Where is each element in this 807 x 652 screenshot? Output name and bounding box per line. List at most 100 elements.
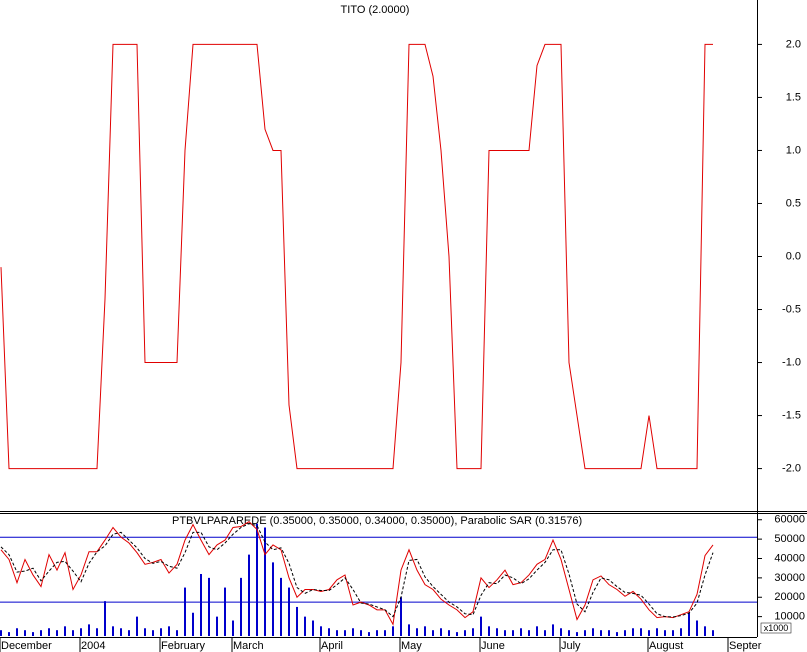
bar — [184, 587, 186, 636]
bar — [48, 628, 50, 636]
bar — [200, 574, 202, 636]
bar — [624, 630, 626, 636]
bar — [328, 628, 330, 636]
bar — [208, 577, 210, 636]
chart-title: TITO (2.0000) — [341, 4, 410, 16]
bar — [344, 630, 346, 636]
bar — [584, 630, 586, 636]
y-tick-label: 2.0 — [786, 38, 801, 50]
bar — [384, 630, 386, 636]
x-tick-label: 2004 — [81, 640, 105, 652]
bar — [112, 626, 114, 636]
bar — [136, 616, 138, 636]
y-tick-label: -2.0 — [782, 462, 801, 474]
line-series — [0, 43, 713, 470]
bar — [400, 597, 402, 636]
bar — [648, 630, 650, 636]
bar — [680, 628, 682, 636]
bar — [504, 630, 506, 636]
bar — [24, 630, 26, 636]
bar — [664, 630, 666, 636]
bar — [288, 587, 290, 636]
bar — [536, 626, 538, 636]
x-tick-label: March — [233, 640, 264, 652]
bar — [432, 630, 434, 636]
bar — [672, 630, 674, 636]
line-series — [0, 523, 714, 618]
y-tick-label: 0.0 — [786, 250, 801, 262]
bar — [704, 626, 706, 636]
bar — [632, 628, 634, 636]
bar — [440, 628, 442, 636]
y-tick-label: -1.5 — [782, 409, 801, 421]
y-tick-label: 0.5 — [786, 197, 801, 209]
y-tick-label: 10000 — [774, 611, 805, 623]
bar — [168, 626, 170, 636]
bar — [264, 527, 266, 636]
x-tick-label: April — [321, 640, 343, 652]
bar — [80, 628, 82, 636]
bar — [96, 628, 98, 636]
bar — [8, 632, 10, 636]
bar — [256, 523, 258, 636]
bar — [376, 630, 378, 636]
line-series — [0, 521, 714, 626]
bar — [304, 616, 306, 636]
bar — [232, 620, 234, 636]
bar — [568, 630, 570, 636]
bar — [320, 626, 322, 636]
x-tick-label: August — [649, 640, 683, 652]
bar — [88, 624, 90, 636]
x-tick-label: February — [161, 640, 206, 652]
bar — [32, 632, 34, 636]
bar — [576, 632, 578, 636]
bar — [512, 630, 514, 636]
bar — [544, 630, 546, 636]
bar — [56, 630, 58, 636]
bar — [0, 630, 2, 636]
x-tick-label: December — [1, 640, 52, 652]
y-tick-label: -0.5 — [782, 303, 801, 315]
x-tick-label: May — [401, 640, 422, 652]
bar — [192, 612, 194, 636]
unit-box — [760, 622, 792, 634]
bar — [176, 630, 178, 636]
bar — [656, 628, 658, 636]
y-tick-label: 1.0 — [786, 144, 801, 156]
bar — [224, 587, 226, 636]
bar — [240, 577, 242, 636]
bar — [688, 612, 690, 636]
bar — [352, 628, 354, 636]
bar — [560, 628, 562, 636]
bar — [368, 632, 370, 636]
bar — [448, 630, 450, 636]
bar — [696, 620, 698, 636]
bar — [488, 626, 490, 636]
bar — [128, 630, 130, 636]
y-tick-label: 1.5 — [786, 91, 801, 103]
bar — [40, 630, 42, 636]
unit-label: x1000 — [764, 623, 789, 633]
bar — [608, 630, 610, 636]
y-tick-label: 20000 — [774, 591, 805, 603]
bar — [216, 616, 218, 636]
bar — [496, 628, 498, 636]
bar — [480, 616, 482, 636]
x-tick-label: June — [481, 640, 505, 652]
bar — [72, 630, 74, 636]
bar — [272, 562, 274, 636]
bar — [472, 628, 474, 636]
chart-title: PTBVLPARAREDE (0.35000, 0.35000, 0.34000… — [172, 515, 582, 527]
bar — [64, 626, 66, 636]
bar — [248, 554, 250, 636]
bar — [144, 628, 146, 636]
bar — [600, 630, 602, 636]
bar — [712, 630, 714, 636]
x-tick-label: July — [561, 640, 581, 652]
bar — [424, 626, 426, 636]
bar — [360, 630, 362, 636]
bar — [120, 628, 122, 636]
bar — [152, 630, 154, 636]
bar — [640, 628, 642, 636]
bar — [416, 628, 418, 636]
